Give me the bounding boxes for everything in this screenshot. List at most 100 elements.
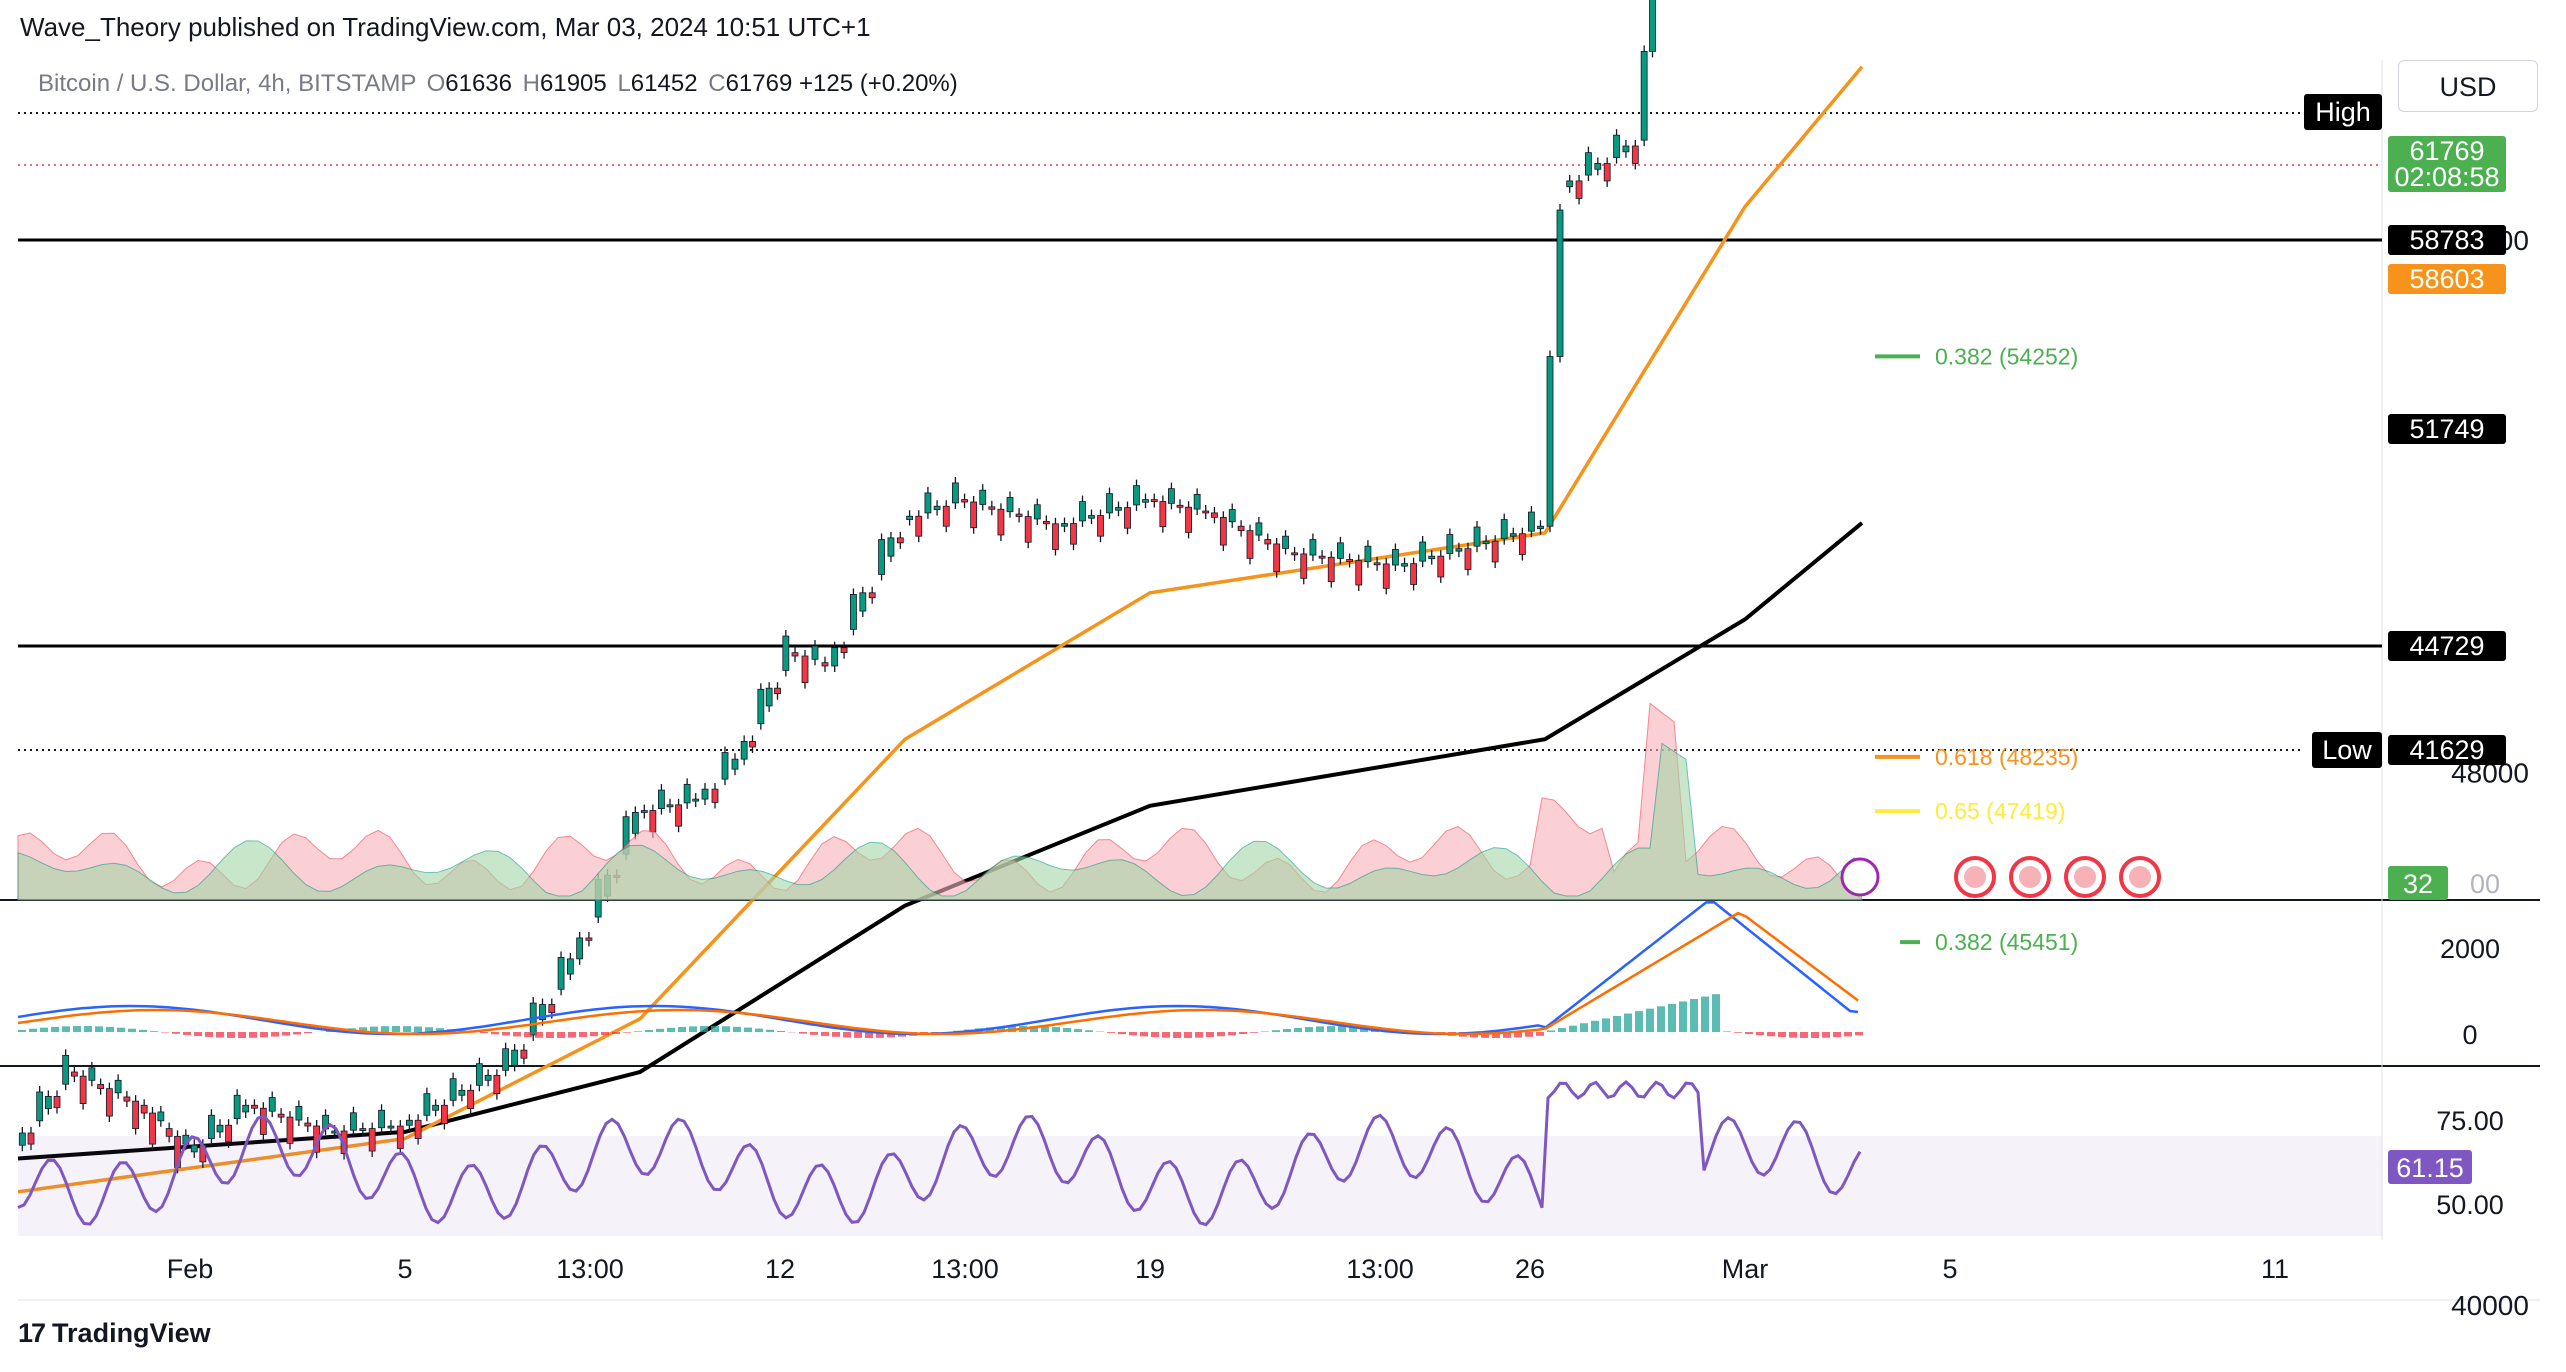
fib-level-label: 0.618 (48235) [1935, 744, 2078, 770]
macd-histogram-bar [667, 1027, 675, 1032]
candle-body [467, 1089, 475, 1110]
macd-histogram-bar [1481, 1032, 1489, 1038]
macd-histogram-bar [1283, 1028, 1291, 1032]
candle-body [1115, 507, 1122, 511]
x-axis-label: 11 [2261, 1254, 2289, 1284]
macd-histogram-bar [1349, 1026, 1357, 1032]
candle-body [1585, 152, 1592, 176]
candle-body [1255, 522, 1263, 536]
candle-body [114, 1079, 122, 1094]
currency-button[interactable]: USD [2398, 60, 2538, 112]
macd-histogram-bar [535, 1032, 543, 1038]
last-price-tag-text: 02:08:58 [2394, 162, 2499, 192]
candle-body [1500, 519, 1508, 540]
macd-histogram-bar [876, 1032, 884, 1038]
macd-histogram-bar [1503, 1032, 1511, 1038]
macd-histogram-bar [766, 1029, 774, 1032]
candle-body [840, 647, 848, 654]
candle-body [1428, 555, 1436, 560]
macd-histogram-bar [1778, 1032, 1786, 1038]
candle-body [1337, 542, 1344, 559]
candle-body [1631, 145, 1639, 164]
macd-histogram-bar [1041, 1026, 1049, 1032]
high-label: H [522, 70, 541, 97]
macd-histogram-bar [799, 1032, 807, 1034]
candle-body [585, 937, 593, 941]
candle-body [295, 1105, 303, 1121]
candle-body [1546, 356, 1554, 527]
candle-body [979, 489, 987, 505]
macd-histogram-bar [62, 1026, 70, 1032]
macd-histogram-bar [557, 1032, 565, 1038]
candle-body [493, 1074, 501, 1095]
candle-body [997, 508, 1005, 536]
candle-body [132, 1100, 140, 1129]
macd-histogram-bar [1789, 1032, 1797, 1038]
ema200-price-tag [2388, 414, 2506, 444]
candle-body [1168, 488, 1175, 504]
macd-histogram-bar [40, 1027, 48, 1032]
candle-body [1246, 530, 1254, 559]
macd-histogram-bar [1844, 1032, 1852, 1037]
brand-name: TradingView [52, 1318, 211, 1348]
macd-histogram-bar [843, 1032, 851, 1038]
macd-signal-line [17, 911, 1859, 1036]
x-axis-label: 13:00 [556, 1254, 624, 1284]
candle-body [952, 482, 959, 504]
candle-body [1088, 515, 1095, 519]
candle-body [251, 1104, 258, 1109]
candle-body [44, 1096, 52, 1110]
macd-histogram-bar [623, 1032, 631, 1033]
macd-histogram-bar [997, 1026, 1005, 1032]
rsi-band [18, 1136, 2382, 1236]
macd-histogram-bar [1063, 1027, 1071, 1032]
candle-body [1364, 545, 1372, 563]
candle-body [557, 957, 565, 990]
candle-body [268, 1097, 276, 1112]
close-value: 61769 [725, 70, 793, 97]
symbol-title: Bitcoin / U.S. Dollar, 4h, BITSTAMP [38, 70, 416, 97]
candle-body [1024, 516, 1032, 543]
macd-histogram-bar [73, 1026, 81, 1032]
candle-body [1518, 533, 1526, 555]
candle-body [1211, 512, 1218, 518]
candle-body [520, 1049, 528, 1059]
macd-histogram-bar [601, 1032, 609, 1036]
candle-body [666, 804, 674, 808]
macd-histogram-bar [777, 1030, 785, 1032]
macd-histogram-bar [51, 1026, 59, 1032]
candle-body [859, 592, 867, 612]
macd-histogram-bar [865, 1032, 873, 1038]
macd-histogram-bar [1239, 1032, 1247, 1035]
resistance-price-tag [2388, 225, 2506, 255]
macd-histogram-bar [260, 1032, 268, 1038]
candle-body [1202, 510, 1210, 514]
candle-body [70, 1071, 78, 1077]
candle-body [242, 1104, 250, 1113]
candle-body [432, 1104, 440, 1111]
macd-histogram-bar [1701, 996, 1709, 1032]
us-flag-event-icon-fill [2129, 866, 2151, 888]
macd-histogram-bar [249, 1032, 257, 1038]
macd-histogram-bar [524, 1032, 532, 1038]
macd-histogram-bar [1261, 1031, 1269, 1032]
macd-histogram-bar [18, 1029, 26, 1032]
fib-level-label: 0.382 (45451) [1935, 929, 2078, 955]
rsi-axis-label: 75.00 [2436, 1106, 2504, 1136]
macd-histogram-bar [304, 1032, 312, 1034]
macd-histogram-bar [689, 1026, 697, 1032]
candle-body [1042, 520, 1050, 525]
candle-body [440, 1104, 448, 1124]
candle-body [782, 635, 790, 671]
macd-histogram-bar [700, 1026, 708, 1032]
candle-body [731, 758, 739, 770]
candle-body [1133, 485, 1140, 506]
macd-histogram-bar [1129, 1032, 1137, 1036]
macd-histogram-bar [1811, 1032, 1819, 1038]
candle-body [675, 804, 682, 827]
fib-level-label: 0.382 (54252) [1935, 343, 2078, 369]
ema50-price-tag-text: 58603 [2409, 264, 2484, 294]
x-axis-label: 13:00 [931, 1254, 999, 1284]
candle-body [1106, 493, 1113, 514]
